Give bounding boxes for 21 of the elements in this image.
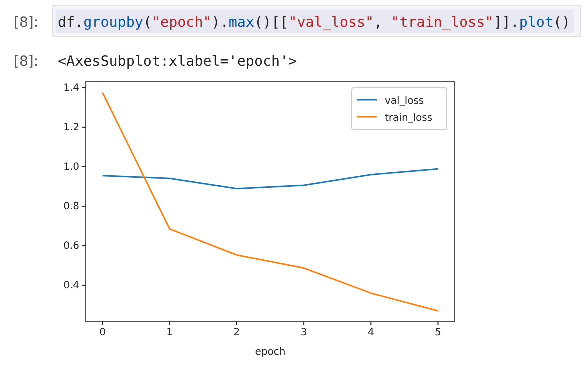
text: df.groupby("epoch").max()[["val_loss", "train_loss"]].plot() [58,15,571,31]
y-tick-label: 1.0 [64,162,80,174]
x-tick-label: 3 [300,328,308,339]
text: [8]: [14,15,39,31]
x-tick-label: 0 [100,328,106,339]
x-tick-label: 1 [166,328,174,339]
y-tick-label: 0.8 [64,202,80,213]
y-tick-label: 0.4 [64,280,80,292]
y-tick-label: 1.2 [64,122,80,134]
line-series [102,92,439,312]
text: <AxesSubplot:xlabel='epoch'> [58,54,298,70]
x-axis-title: epoch [255,347,286,358]
y-tick-label: 1.4 [64,83,80,94]
legend-label: train_loss [385,113,433,124]
legend-label: val_loss [385,96,424,107]
line-series [102,168,439,190]
text: [8]: [14,54,39,70]
y-tick-label: 0.6 [64,241,80,252]
x-tick-label: 5 [435,328,442,339]
x-tick-label: 2 [234,328,240,339]
x-tick-label: 4 [368,328,374,339]
